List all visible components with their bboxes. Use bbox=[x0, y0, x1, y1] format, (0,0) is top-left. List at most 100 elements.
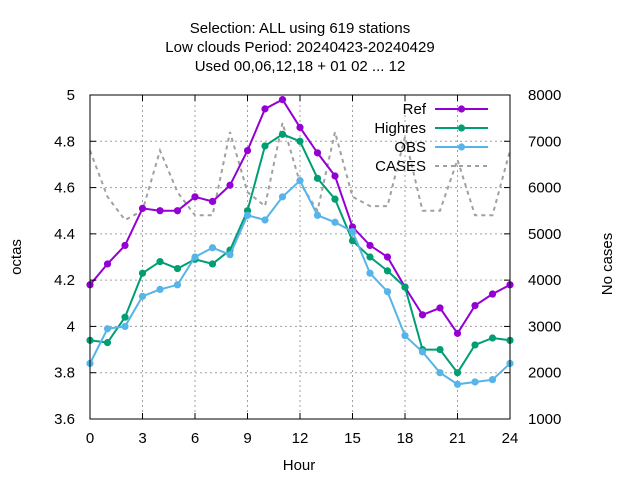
y-tick-label: 3.8 bbox=[54, 365, 75, 382]
y2-axis-label: No cases bbox=[599, 233, 616, 296]
data-point bbox=[331, 195, 339, 203]
data-point bbox=[436, 369, 444, 377]
data-point bbox=[401, 283, 409, 291]
data-point bbox=[296, 137, 304, 145]
data-point bbox=[173, 281, 182, 289]
y-axis-label: octas bbox=[8, 239, 25, 275]
y2-tick-label: 5000 bbox=[528, 226, 561, 243]
data-point bbox=[103, 260, 112, 268]
y2-tick-label: 8000 bbox=[528, 87, 561, 104]
data-point bbox=[436, 304, 444, 312]
ticks: 0 3 6 9 12 15 18 21 24 3.6 3.8 4 4.2 4.4 4.6 4.8 5 1000 20… bbox=[54, 87, 561, 447]
data-point bbox=[243, 211, 252, 219]
data-point bbox=[156, 207, 164, 215]
chart-title-line: Used 00,06,12,18 + 01 02 ... 12 bbox=[195, 58, 406, 75]
data-point bbox=[243, 146, 252, 155]
legend-label: Highres bbox=[374, 120, 426, 137]
data-point bbox=[366, 241, 374, 250]
data-point bbox=[383, 267, 392, 275]
x-tick-label: 12 bbox=[292, 430, 309, 447]
data-point bbox=[278, 130, 287, 138]
data-point bbox=[453, 380, 462, 388]
y-tick-label: 4.8 bbox=[54, 133, 75, 150]
legend-label: Ref bbox=[403, 101, 427, 118]
legend-item: Highres bbox=[374, 120, 488, 137]
data-point bbox=[313, 174, 322, 182]
data-point bbox=[488, 290, 497, 298]
y2-tick-label: 4000 bbox=[528, 272, 561, 289]
y-tick-label: 4.2 bbox=[54, 272, 75, 289]
data-point bbox=[401, 332, 409, 340]
data-point bbox=[313, 211, 322, 219]
data-point bbox=[103, 339, 112, 347]
data-point bbox=[453, 329, 462, 337]
data-point bbox=[138, 269, 147, 277]
chart-title-line: Low clouds Period: 20240423-20240429 bbox=[165, 39, 434, 56]
legend-marker bbox=[457, 124, 466, 132]
x-axis-label: Hour bbox=[283, 457, 316, 474]
data-point bbox=[138, 292, 147, 300]
x-tick-label: 3 bbox=[138, 430, 146, 447]
legend-marker bbox=[457, 105, 466, 113]
data-point bbox=[208, 260, 217, 268]
data-point bbox=[418, 348, 427, 356]
data-point bbox=[278, 193, 287, 201]
series-layer bbox=[86, 96, 514, 388]
data-point bbox=[436, 345, 444, 354]
legend-item: CASES bbox=[375, 158, 488, 175]
legend-marker bbox=[457, 143, 466, 151]
legend-label: OBS bbox=[394, 139, 426, 156]
data-point bbox=[121, 241, 129, 250]
y2-tick-label: 1000 bbox=[528, 411, 561, 428]
x-tick-label: 21 bbox=[449, 430, 466, 447]
data-point bbox=[278, 96, 287, 104]
data-point bbox=[121, 322, 129, 331]
data-point bbox=[173, 207, 182, 215]
series-highres bbox=[86, 130, 514, 377]
data-point bbox=[348, 227, 357, 236]
data-point bbox=[261, 105, 269, 113]
legend: Ref Highres OBS CASES bbox=[374, 101, 488, 175]
data-point bbox=[488, 376, 497, 384]
x-tick-label: 15 bbox=[344, 430, 361, 447]
data-point bbox=[313, 149, 322, 157]
data-point bbox=[121, 313, 129, 321]
y2-tick-label: 2000 bbox=[528, 365, 561, 382]
data-point bbox=[383, 253, 392, 261]
data-point bbox=[226, 251, 234, 259]
data-point bbox=[383, 288, 392, 296]
series-obs bbox=[86, 177, 514, 388]
y2-tick-label: 3000 bbox=[528, 318, 561, 335]
data-point bbox=[173, 264, 182, 273]
legend-item: Ref bbox=[403, 101, 488, 118]
data-point bbox=[191, 253, 199, 261]
data-point bbox=[366, 269, 374, 277]
x-tick-label: 0 bbox=[86, 430, 94, 447]
data-point bbox=[156, 258, 164, 266]
data-point bbox=[331, 172, 339, 180]
data-point bbox=[348, 237, 357, 245]
data-point bbox=[156, 285, 164, 293]
data-point bbox=[418, 311, 427, 319]
y-tick-label: 5 bbox=[67, 87, 75, 104]
data-point bbox=[331, 218, 339, 226]
data-point bbox=[453, 369, 462, 377]
legend-item: OBS bbox=[394, 139, 488, 156]
data-point bbox=[296, 177, 304, 185]
y-tick-label: 4.6 bbox=[54, 180, 75, 197]
x-tick-label: 24 bbox=[502, 430, 519, 447]
x-tick-label: 18 bbox=[397, 430, 414, 447]
data-point bbox=[471, 341, 479, 349]
y2-tick-label: 6000 bbox=[528, 180, 561, 197]
y-tick-label: 4.4 bbox=[54, 226, 75, 243]
legend-label: CASES bbox=[375, 158, 426, 175]
data-point bbox=[471, 302, 479, 310]
data-point bbox=[296, 123, 304, 131]
data-point bbox=[261, 216, 269, 224]
data-point bbox=[191, 193, 199, 201]
data-point bbox=[138, 204, 147, 212]
x-tick-label: 9 bbox=[243, 430, 251, 447]
data-point bbox=[366, 253, 374, 261]
data-point bbox=[261, 142, 269, 150]
